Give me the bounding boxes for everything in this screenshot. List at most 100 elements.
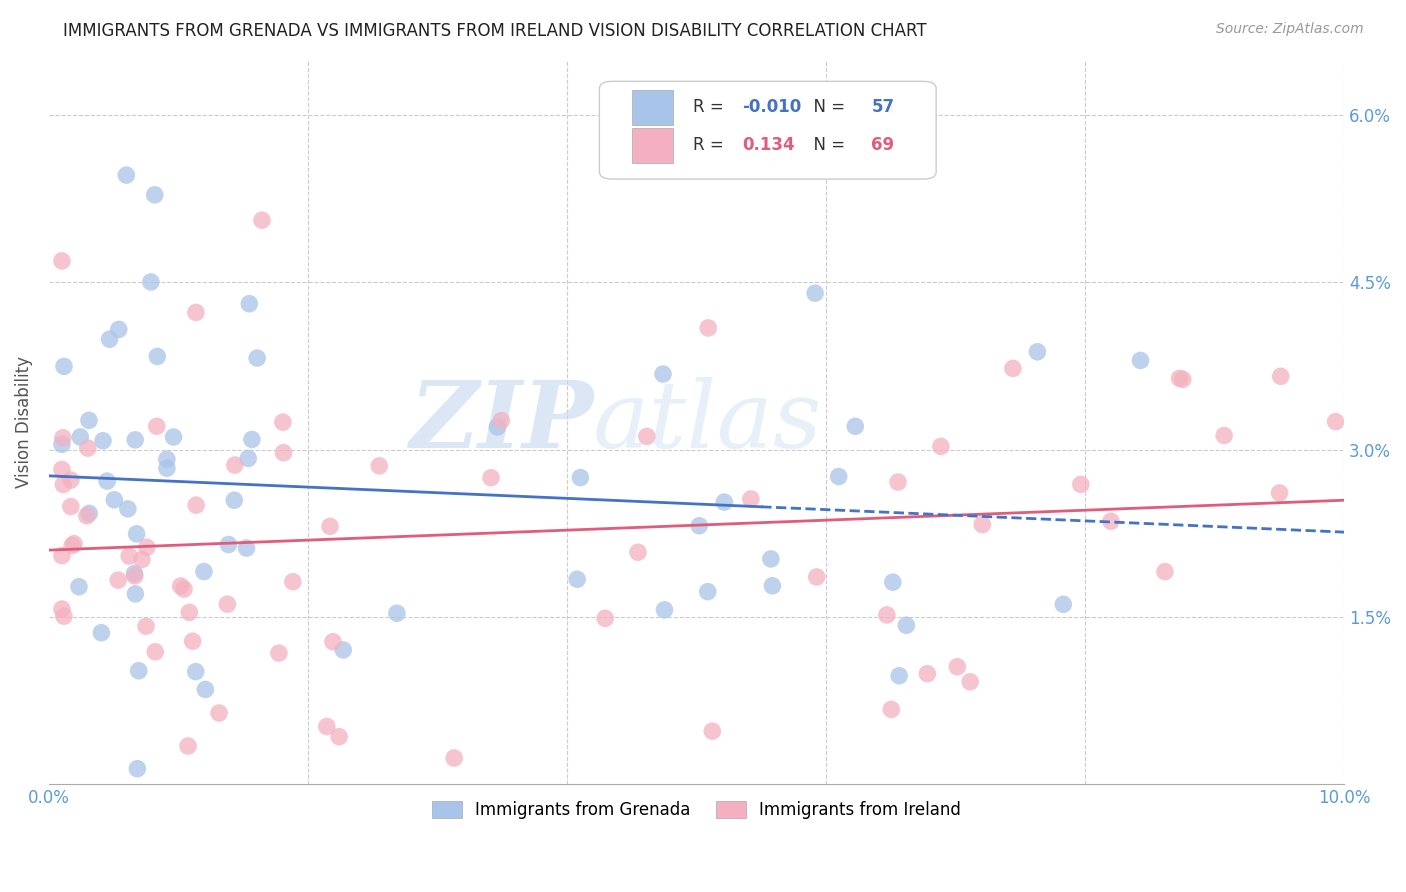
Point	[146, 419, 169, 434]
Y-axis label: Vision Disability: Vision Disability	[15, 356, 32, 488]
Point	[76, 508, 98, 523]
Text: N =: N =	[803, 97, 851, 116]
Point	[181, 634, 204, 648]
Point	[636, 429, 658, 443]
Point	[143, 645, 166, 659]
Point	[52, 477, 75, 491]
Point	[929, 439, 952, 453]
Point	[76, 441, 98, 455]
Point	[217, 597, 239, 611]
Point	[946, 659, 969, 673]
Text: atlas: atlas	[593, 376, 823, 467]
Point	[208, 706, 231, 720]
Point	[876, 607, 898, 622]
Point	[972, 517, 994, 532]
Point	[1026, 344, 1049, 359]
Point	[627, 545, 650, 559]
Point	[267, 646, 290, 660]
Point	[184, 665, 207, 679]
Point	[52, 431, 75, 445]
Point	[193, 565, 215, 579]
Point	[224, 493, 246, 508]
Point	[844, 419, 866, 434]
Point	[124, 433, 146, 447]
FancyBboxPatch shape	[599, 81, 936, 179]
Point	[486, 420, 509, 434]
Point	[828, 469, 851, 483]
Point	[156, 461, 179, 475]
Point	[806, 570, 828, 584]
Point	[246, 351, 269, 365]
Text: R =: R =	[693, 136, 734, 154]
Point	[761, 579, 783, 593]
Point	[740, 491, 762, 506]
Point	[59, 473, 82, 487]
Point	[51, 549, 73, 563]
Point	[124, 587, 146, 601]
Point	[1268, 486, 1291, 500]
Text: N =: N =	[803, 136, 851, 154]
Text: 69: 69	[872, 136, 894, 154]
Point	[654, 603, 676, 617]
Point	[887, 475, 910, 489]
Point	[107, 573, 129, 587]
Point	[217, 537, 239, 551]
Point	[127, 762, 149, 776]
Text: IMMIGRANTS FROM GRENADA VS IMMIGRANTS FROM IRELAND VISION DISABILITY CORRELATION: IMMIGRANTS FROM GRENADA VS IMMIGRANTS FR…	[63, 22, 927, 40]
Point	[59, 500, 82, 514]
Point	[281, 574, 304, 589]
Point	[315, 719, 337, 733]
Point	[91, 434, 114, 448]
Point	[107, 322, 129, 336]
Point	[51, 602, 73, 616]
Point	[60, 539, 83, 553]
Point	[319, 519, 342, 533]
Point	[143, 187, 166, 202]
Point	[115, 168, 138, 182]
Point	[240, 433, 263, 447]
Point	[124, 566, 146, 581]
Point	[1213, 428, 1236, 442]
Point	[896, 618, 918, 632]
Point	[1168, 371, 1191, 385]
Text: -0.010: -0.010	[742, 97, 801, 116]
Point	[124, 569, 146, 583]
Point	[238, 451, 260, 466]
Point	[882, 575, 904, 590]
Point	[804, 286, 827, 301]
Point	[593, 611, 616, 625]
Point	[67, 580, 90, 594]
Point	[69, 430, 91, 444]
Point	[51, 437, 73, 451]
Point	[235, 541, 257, 555]
Text: R =: R =	[693, 97, 728, 116]
Point	[368, 458, 391, 473]
Point	[63, 537, 86, 551]
FancyBboxPatch shape	[631, 128, 673, 163]
Point	[569, 470, 592, 484]
Point	[77, 507, 100, 521]
Point	[652, 367, 675, 381]
Text: 0.134: 0.134	[742, 136, 794, 154]
Point	[146, 350, 169, 364]
Point	[53, 359, 76, 374]
Text: ZIP: ZIP	[409, 376, 593, 467]
Point	[273, 446, 295, 460]
Point	[759, 552, 782, 566]
Point	[1270, 369, 1292, 384]
Point	[156, 452, 179, 467]
Point	[179, 605, 201, 619]
Point	[224, 458, 246, 472]
Point	[177, 739, 200, 753]
Point	[322, 634, 344, 648]
Point	[443, 751, 465, 765]
Point	[702, 724, 724, 739]
Point	[135, 540, 157, 554]
Point	[194, 682, 217, 697]
Point	[697, 321, 720, 335]
Point	[103, 492, 125, 507]
Point	[238, 297, 260, 311]
Text: 57: 57	[872, 97, 894, 116]
Point	[250, 213, 273, 227]
Point	[1099, 514, 1122, 528]
